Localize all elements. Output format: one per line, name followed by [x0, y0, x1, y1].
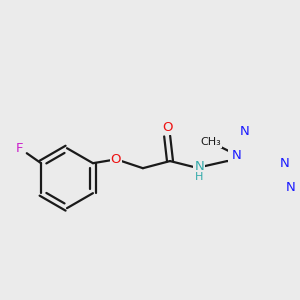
Text: N: N	[239, 125, 249, 138]
Text: O: O	[162, 121, 172, 134]
Text: H: H	[195, 172, 203, 182]
Text: O: O	[110, 153, 121, 166]
Text: CH₃: CH₃	[200, 137, 221, 147]
Text: F: F	[16, 142, 23, 155]
Text: N: N	[194, 160, 204, 173]
Text: N: N	[285, 181, 295, 194]
Text: N: N	[280, 157, 290, 170]
Text: N: N	[232, 149, 241, 162]
